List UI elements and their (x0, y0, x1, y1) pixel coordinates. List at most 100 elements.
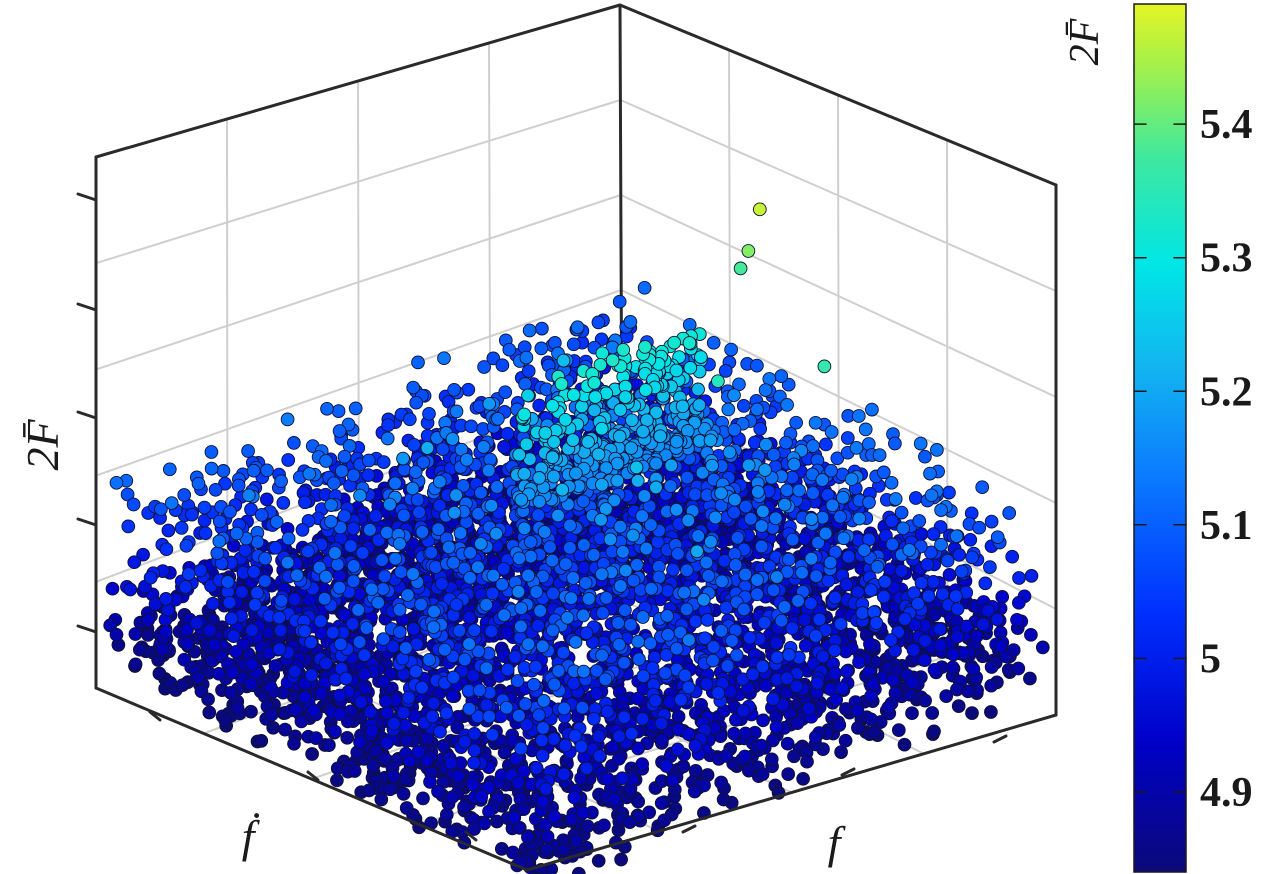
data-point (371, 595, 385, 610)
data-point (755, 659, 770, 674)
data-point (343, 539, 358, 553)
data-point (581, 435, 595, 449)
data-point (225, 665, 240, 680)
data-point (688, 614, 703, 629)
data-point (691, 382, 705, 397)
data-point (669, 502, 684, 517)
data-point (128, 657, 143, 672)
data-point (204, 445, 219, 459)
data-point (399, 734, 414, 748)
data-point (218, 713, 233, 727)
data-point (691, 529, 706, 543)
data-point (613, 579, 628, 593)
data-point (727, 422, 742, 437)
data-point (933, 622, 947, 637)
data-point (411, 355, 425, 370)
data-point (408, 465, 423, 479)
data-point (424, 545, 439, 560)
data-point (1011, 595, 1026, 610)
data-point (940, 553, 955, 568)
data-point (258, 551, 272, 566)
data-point (545, 553, 560, 568)
data-point (564, 591, 579, 606)
data-point (121, 519, 136, 534)
data-point (927, 662, 942, 677)
data-point (727, 388, 741, 403)
data-point (467, 623, 482, 638)
data-point (756, 713, 770, 728)
data-point (212, 666, 226, 681)
data-point (918, 693, 932, 708)
data-point (353, 488, 367, 503)
data-point (445, 689, 460, 703)
data-point (1012, 571, 1026, 585)
data-point (754, 519, 769, 533)
data-point (414, 597, 428, 612)
data-point (586, 548, 601, 562)
data-point (886, 673, 900, 687)
data-point (951, 699, 966, 713)
data-point (415, 525, 430, 539)
data-point (376, 675, 391, 689)
data-point (851, 721, 865, 735)
data-point (705, 458, 719, 473)
data-point (449, 404, 464, 419)
data-point (204, 461, 219, 476)
data-point (637, 489, 652, 503)
data-point (355, 546, 370, 560)
data-point (396, 451, 410, 466)
data-point (123, 582, 138, 597)
data-point (474, 536, 488, 551)
data-point (806, 439, 820, 453)
data-point (410, 492, 425, 507)
data-point (972, 520, 987, 535)
data-point (511, 584, 526, 599)
grid-line (95, 99, 622, 265)
data-point (290, 568, 304, 583)
data-point (332, 580, 347, 595)
data-point (891, 723, 906, 737)
data-point (942, 567, 957, 582)
data-point (301, 544, 315, 559)
data-point (921, 589, 936, 603)
data-point (500, 626, 515, 640)
data-point (514, 492, 529, 507)
data-point (804, 512, 819, 526)
data-point (476, 440, 491, 454)
data-point (405, 481, 420, 496)
data-point (486, 351, 501, 366)
data-point (721, 402, 736, 417)
data-point (779, 435, 793, 450)
data-point (752, 202, 767, 217)
data-point (490, 480, 504, 494)
data-point (623, 617, 638, 632)
data-point (835, 681, 849, 696)
data-point (803, 596, 818, 611)
data-point (464, 419, 479, 434)
data-point (174, 521, 189, 535)
data-point (484, 498, 499, 513)
data-point (639, 541, 654, 556)
data-point (175, 678, 190, 693)
data-point (241, 488, 256, 503)
data-point (268, 540, 283, 555)
data-point (463, 545, 478, 560)
data-point (317, 591, 332, 606)
data-point (927, 724, 941, 739)
data-point (519, 437, 534, 452)
data-point (281, 453, 296, 467)
data-point (946, 647, 961, 662)
data-point (332, 424, 347, 438)
data-point (616, 544, 630, 559)
data-point (546, 586, 560, 601)
data-point (785, 532, 800, 547)
data-point (618, 563, 633, 578)
data-point (566, 676, 581, 691)
data-point (669, 434, 684, 449)
data-point (770, 570, 784, 584)
grid-line (226, 118, 229, 637)
data-point (613, 519, 628, 534)
data-point (741, 458, 756, 473)
data-point (579, 626, 594, 640)
